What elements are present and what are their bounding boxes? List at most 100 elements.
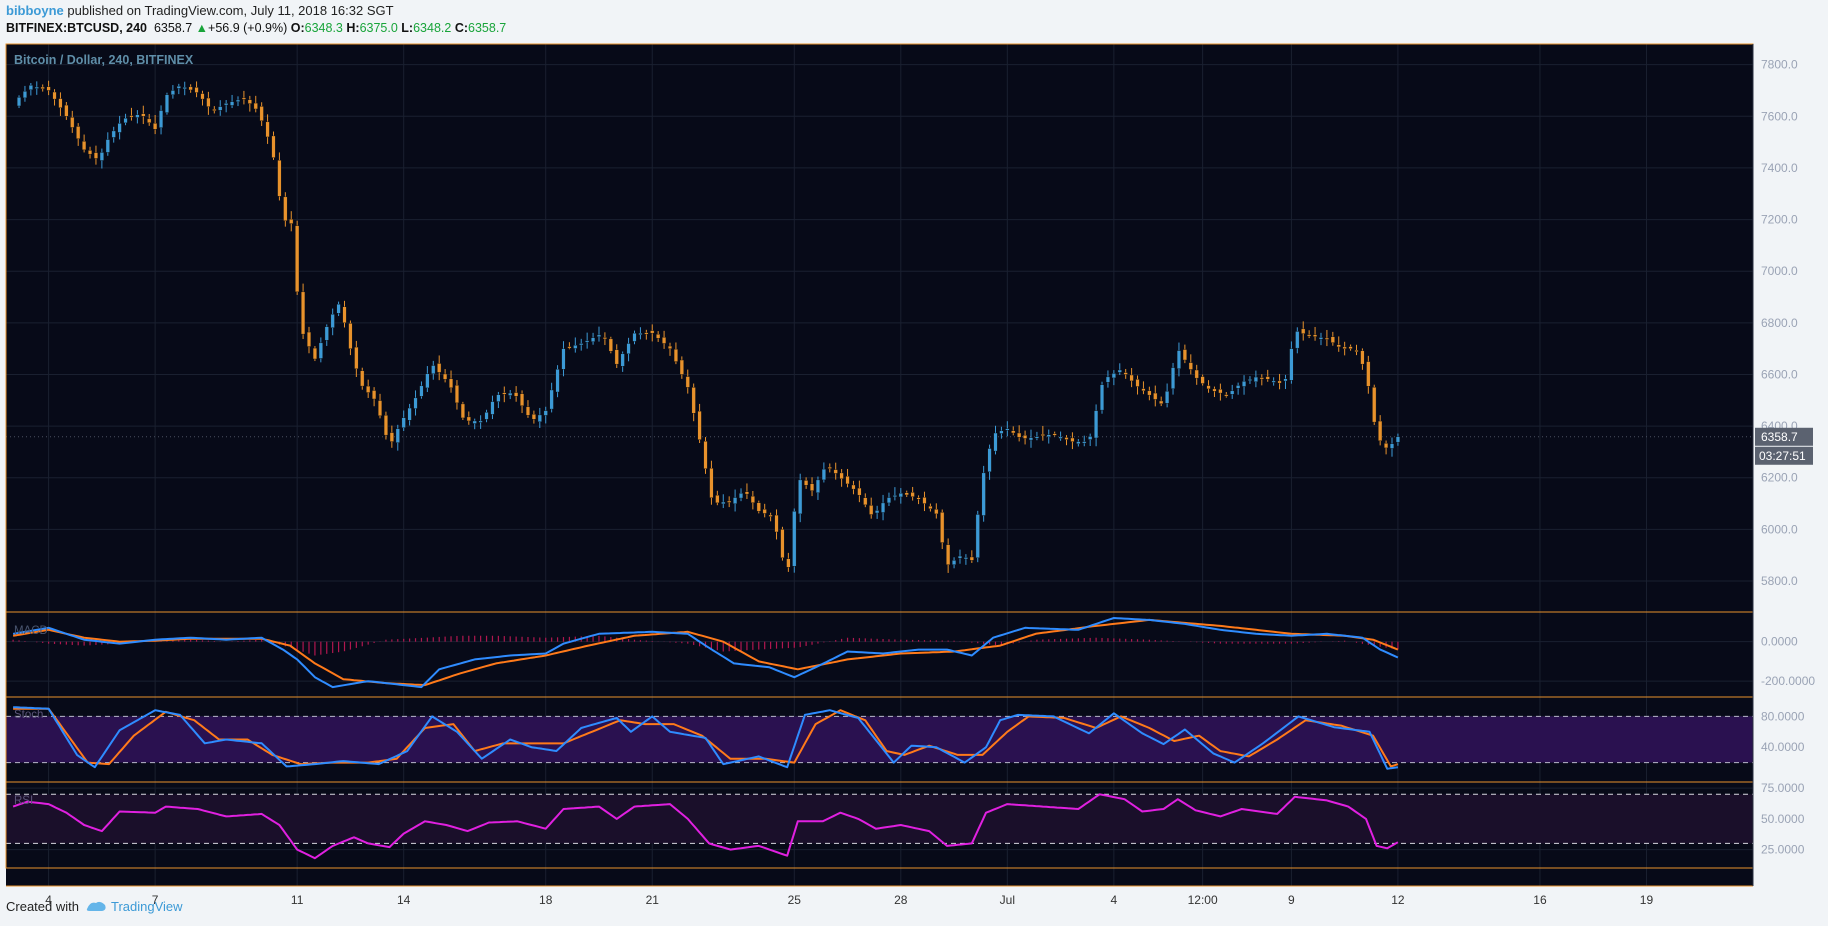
candle-body [916, 497, 921, 500]
candle-body [194, 87, 199, 93]
candle-body [697, 410, 702, 440]
candle-body [520, 393, 525, 406]
candle-body [662, 337, 667, 344]
candle [839, 469, 844, 487]
candle-body [1242, 381, 1247, 387]
candle [117, 115, 122, 140]
candle [1117, 363, 1122, 375]
candle [1141, 381, 1146, 395]
y-tick-label: 7600.0 [1761, 109, 1798, 123]
candle-body [395, 428, 400, 443]
candle [153, 115, 158, 135]
candle-body [975, 514, 980, 558]
candle [99, 148, 104, 169]
candle-body [111, 130, 116, 138]
candle-body [1159, 400, 1164, 404]
candle [271, 131, 276, 160]
candle [904, 490, 909, 498]
candle [224, 100, 229, 113]
candle [1159, 396, 1164, 407]
candle-body [372, 390, 377, 400]
candle-body [1283, 378, 1288, 382]
candle [1336, 336, 1341, 352]
candle [786, 552, 791, 572]
candle [845, 468, 850, 488]
candle-body [531, 414, 536, 420]
author-name[interactable]: bibboyne [6, 3, 64, 18]
candle-body [656, 333, 661, 339]
candle-body [626, 343, 631, 355]
price-axis-bg [1754, 44, 1822, 886]
x-tick-label: 16 [1533, 893, 1547, 907]
candle-body [727, 500, 732, 503]
candle-body [851, 484, 856, 490]
candle-body [886, 497, 892, 504]
candle-body [312, 347, 317, 360]
candle [1182, 344, 1187, 364]
candle-body [490, 401, 495, 415]
candle [28, 82, 33, 96]
candle-body [1230, 390, 1235, 395]
candle [194, 81, 199, 98]
candle [768, 512, 773, 522]
candle-body [969, 556, 974, 561]
candle [662, 330, 667, 349]
candle-body [1165, 391, 1170, 404]
candle [792, 508, 797, 573]
rsi-line [12, 793, 1399, 860]
candle-body [685, 376, 690, 388]
candle-body [608, 338, 613, 352]
candle-body [1111, 373, 1116, 379]
y-tick-label: 6000.0 [1761, 522, 1798, 536]
candle [1301, 321, 1306, 341]
candle-body [301, 291, 306, 335]
candle [780, 526, 785, 561]
candle-body [413, 397, 418, 409]
candle-body [389, 432, 394, 442]
price-tag-bg [1755, 427, 1813, 446]
candle-body [93, 152, 98, 159]
candle [1283, 374, 1288, 390]
candle [1176, 342, 1181, 377]
candle [1076, 439, 1081, 447]
high-label: H: [346, 21, 360, 35]
candle-body [1011, 430, 1016, 434]
candle [1230, 384, 1235, 399]
candle-body [1147, 390, 1152, 396]
candle-body [892, 495, 897, 498]
candle [52, 89, 57, 106]
candle-body [514, 392, 519, 397]
y-tick-label: 7200.0 [1761, 213, 1798, 227]
candle-body [82, 141, 87, 151]
candle [123, 113, 128, 126]
candle-body [283, 196, 288, 221]
candle-body [342, 306, 347, 324]
macd-line [12, 617, 1399, 689]
candle-body [1153, 392, 1158, 400]
tradingview-link[interactable]: TradingView [110, 899, 183, 914]
candle [703, 437, 708, 474]
candle [525, 400, 531, 418]
candle [1040, 425, 1045, 441]
candle [1194, 364, 1199, 385]
candle-body [1117, 369, 1122, 373]
candle-body [289, 218, 294, 224]
candle [1342, 341, 1347, 356]
candle-body [1354, 350, 1359, 352]
candle [135, 110, 140, 124]
candle [1271, 377, 1276, 386]
candle-body [182, 87, 187, 90]
candle-body [638, 332, 643, 335]
candle-body [1017, 432, 1022, 438]
candle [744, 483, 749, 500]
axes: 4 7 11 14 18 21 25 28 Jul 4 12:00 9 12 16 19 7800.0 7600… [45, 58, 1815, 907]
low-value: 6348.2 [413, 21, 452, 35]
candle [591, 332, 596, 345]
candle [709, 460, 714, 505]
candle [537, 407, 542, 429]
candle [691, 383, 696, 422]
candle-body [679, 359, 684, 375]
candle-body [360, 370, 365, 387]
candle [1147, 386, 1152, 401]
